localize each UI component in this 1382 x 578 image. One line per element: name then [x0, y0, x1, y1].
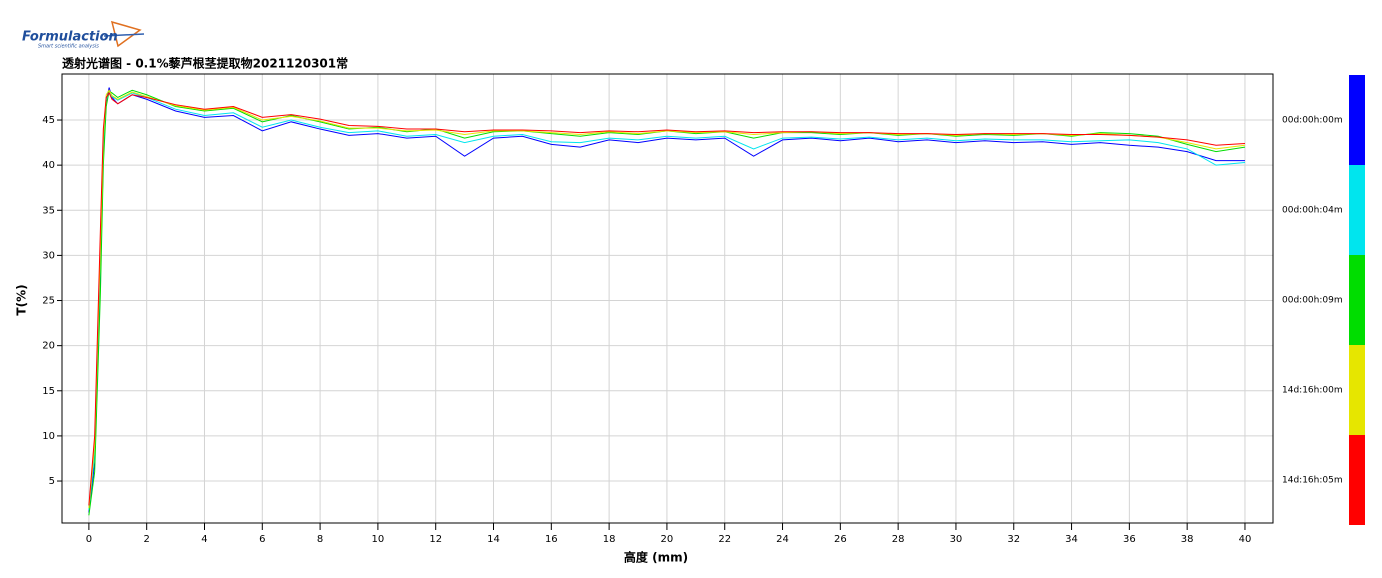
x-tick-label: 12 — [429, 534, 442, 545]
legend-label: 14d:16h:05m — [1282, 476, 1343, 486]
logo-name: Formulaction — [22, 30, 118, 45]
x-tick-label: 18 — [603, 534, 616, 545]
x-tick-label: 32 — [1007, 534, 1020, 545]
y-axis-label: T(%) — [15, 284, 29, 315]
x-tick-label: 36 — [1123, 534, 1136, 545]
x-tick-label: 40 — [1239, 534, 1252, 545]
data-line — [88, 91, 1246, 510]
x-tick-label: 34 — [1065, 534, 1078, 545]
legend-label: 00d:00h:09m — [1282, 296, 1343, 306]
logo-icon — [103, 33, 145, 37]
legend-swatch — [1349, 165, 1365, 255]
legend-label: 00d:00h:00m — [1282, 116, 1343, 126]
x-tick-label: 10 — [372, 534, 385, 545]
x-tick-label: 0 — [86, 534, 92, 545]
legend-swatch — [1349, 435, 1365, 525]
logo-icon — [110, 20, 142, 48]
x-tick-label: 4 — [201, 534, 207, 545]
y-tick-label: 35 — [42, 205, 55, 216]
x-axis-label: 高度 (mm) — [624, 550, 688, 565]
logo: Formulaction Smart scientific analysis — [22, 20, 145, 50]
plot-border — [61, 73, 1274, 524]
x-tick-label: 26 — [834, 534, 847, 545]
x-tick-label: 38 — [1181, 534, 1194, 545]
y-tick-label: 25 — [42, 296, 55, 307]
x-tick-label: 14 — [487, 534, 500, 545]
y-tick-label: 20 — [42, 341, 55, 352]
legend-swatch — [1349, 345, 1365, 435]
data-line — [88, 89, 1246, 509]
y-tick-label: 40 — [42, 160, 55, 171]
x-tick-label: 16 — [545, 534, 558, 545]
x-tick-label: 28 — [892, 534, 905, 545]
x-tick-label: 24 — [776, 534, 789, 545]
y-tick-label: 5 — [49, 476, 55, 487]
x-tick-label: 2 — [143, 534, 149, 545]
chart-title: 透射光谱图 - 0.1%藜芦根茎提取物2021120301常 — [62, 56, 348, 71]
x-tick-label: 30 — [950, 534, 963, 545]
legend-label: 14d:16h:00m — [1282, 386, 1343, 396]
legend-swatch — [1349, 255, 1365, 345]
x-tick-label: 8 — [317, 534, 323, 545]
y-tick-label: 30 — [42, 250, 55, 261]
y-tick-label: 45 — [42, 115, 55, 126]
data-line — [88, 89, 1246, 516]
x-tick-label: 6 — [259, 534, 265, 545]
y-tick-label: 15 — [42, 386, 55, 397]
logo-tagline: Smart scientific analysis — [38, 44, 99, 50]
legend-swatch — [1349, 75, 1365, 165]
x-tick-label: 20 — [661, 534, 674, 545]
x-tick-label: 22 — [718, 534, 731, 545]
y-tick-label: 10 — [42, 431, 55, 442]
data-line — [88, 91, 1245, 506]
legend-label: 00d:00h:04m — [1282, 206, 1343, 216]
